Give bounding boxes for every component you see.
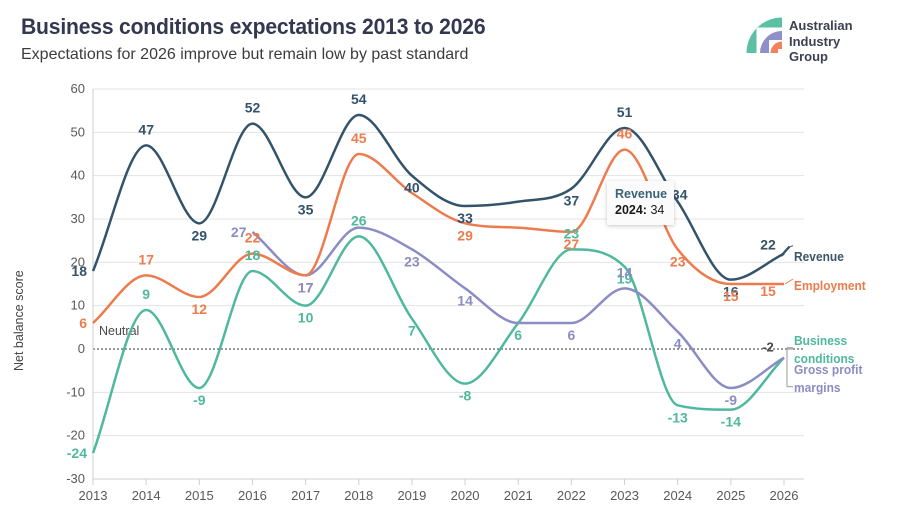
svg-text:-13: -13 <box>668 409 688 425</box>
svg-text:15: 15 <box>760 283 776 299</box>
svg-text:2014: 2014 <box>132 488 161 503</box>
svg-text:22: 22 <box>245 230 261 246</box>
svg-text:2022: 2022 <box>557 488 586 503</box>
svg-text:7: 7 <box>408 323 416 339</box>
svg-text:40: 40 <box>404 180 420 196</box>
svg-text:-9: -9 <box>725 392 738 408</box>
svg-text:35: 35 <box>298 201 314 217</box>
svg-text:52: 52 <box>245 100 261 116</box>
svg-text:2025: 2025 <box>716 488 745 503</box>
svg-text:-30: -30 <box>66 471 85 486</box>
svg-text:2017: 2017 <box>291 488 320 503</box>
svg-text:15: 15 <box>723 288 739 304</box>
svg-text:10: 10 <box>71 298 85 313</box>
svg-text:2015: 2015 <box>185 488 214 503</box>
svg-text:2018: 2018 <box>344 488 373 503</box>
svg-text:2016: 2016 <box>238 488 267 503</box>
svg-text:0: 0 <box>78 341 85 356</box>
svg-text:22: 22 <box>760 237 776 253</box>
svg-text:-10: -10 <box>66 384 85 399</box>
svg-text:51: 51 <box>617 104 633 120</box>
svg-text:4: 4 <box>674 336 682 352</box>
svg-text:60: 60 <box>71 81 85 96</box>
svg-text:29: 29 <box>457 227 473 243</box>
svg-text:-24: -24 <box>67 445 87 461</box>
svg-text:45: 45 <box>351 130 367 146</box>
svg-text:33: 33 <box>457 210 473 226</box>
svg-text:-2: -2 <box>762 340 774 355</box>
svg-text:2023: 2023 <box>610 488 639 503</box>
svg-text:-8: -8 <box>459 388 472 404</box>
svg-text:2013: 2013 <box>79 488 108 503</box>
svg-text:23: 23 <box>564 225 580 241</box>
svg-text:18: 18 <box>71 263 87 279</box>
svg-text:2026: 2026 <box>770 488 799 503</box>
svg-text:2020: 2020 <box>451 488 480 503</box>
svg-text:2021: 2021 <box>504 488 533 503</box>
svg-text:14: 14 <box>617 264 633 280</box>
svg-text:40: 40 <box>71 168 85 183</box>
svg-text:17: 17 <box>298 279 314 295</box>
svg-text:23: 23 <box>404 253 420 269</box>
svg-text:50: 50 <box>71 124 85 139</box>
svg-text:-9: -9 <box>193 392 206 408</box>
svg-text:34: 34 <box>672 187 688 203</box>
svg-text:2024: 2024 <box>663 488 692 503</box>
svg-text:-20: -20 <box>66 428 85 443</box>
svg-text:29: 29 <box>192 227 208 243</box>
svg-text:Net balance score: Net balance score <box>12 270 26 371</box>
svg-text:9: 9 <box>142 286 150 302</box>
svg-text:47: 47 <box>138 121 154 137</box>
svg-text:18: 18 <box>245 247 261 263</box>
svg-text:23: 23 <box>670 253 686 269</box>
svg-text:46: 46 <box>617 126 633 142</box>
svg-text:6: 6 <box>79 315 87 331</box>
svg-text:6: 6 <box>568 327 576 343</box>
svg-text:37: 37 <box>564 193 580 209</box>
svg-text:26: 26 <box>351 212 367 228</box>
svg-text:12: 12 <box>192 301 208 317</box>
svg-text:10: 10 <box>298 310 314 326</box>
svg-text:6: 6 <box>514 327 522 343</box>
svg-text:17: 17 <box>138 251 154 267</box>
svg-text:27: 27 <box>231 224 247 240</box>
svg-text:-14: -14 <box>721 414 741 430</box>
svg-text:14: 14 <box>457 292 473 308</box>
svg-text:2019: 2019 <box>397 488 426 503</box>
svg-text:30: 30 <box>71 211 85 226</box>
svg-text:54: 54 <box>351 91 367 107</box>
